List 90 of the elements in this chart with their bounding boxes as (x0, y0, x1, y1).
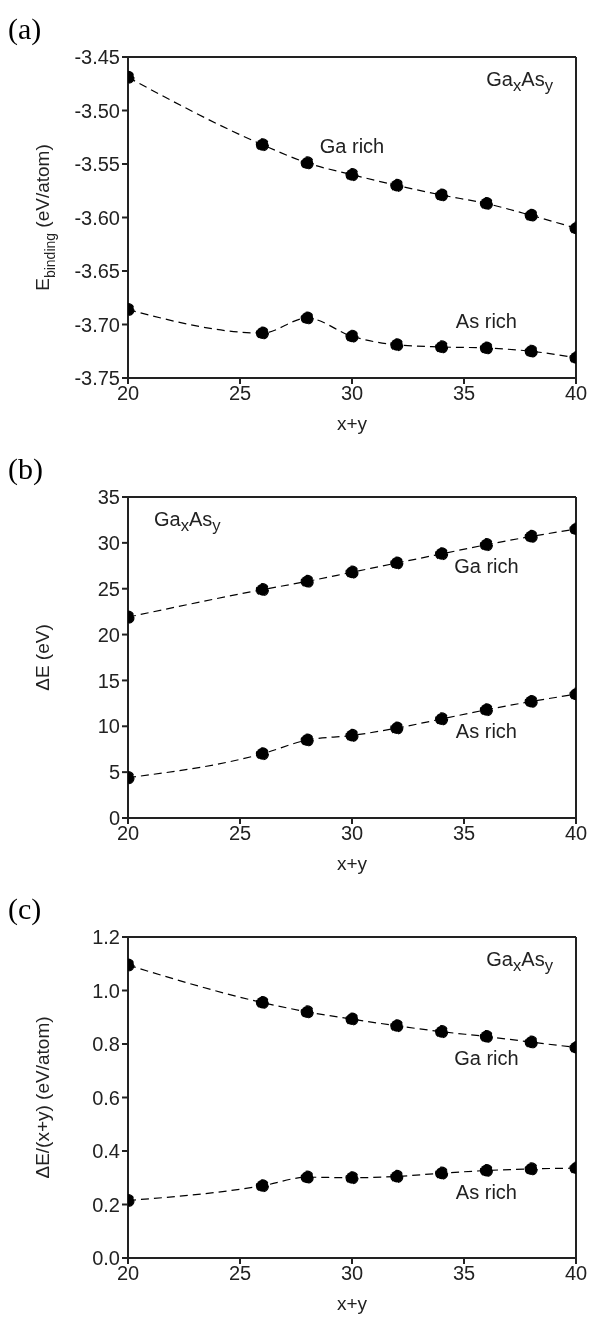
point (255, 326, 269, 340)
x-tick-label: 35 (452, 382, 476, 405)
y-tick-label: 25 (97, 577, 120, 600)
point (300, 156, 314, 170)
point (390, 721, 404, 735)
x-tick-label: 30 (340, 822, 364, 845)
point (255, 1179, 269, 1193)
x-axis-title: x+y (336, 853, 368, 874)
annotation: Ga$_{x}$As$_{y}$ (486, 68, 553, 96)
point (435, 188, 449, 202)
y-axis-title: ΔE (eV) (31, 624, 53, 691)
point (255, 747, 269, 761)
y-tick-label: -3.70 (74, 313, 120, 336)
series-label: Ga rich (454, 554, 519, 577)
annotation: Ga$_{x}$As$_{y}$ (486, 948, 553, 976)
point (479, 1163, 493, 1178)
x-tick-label: 35 (452, 1262, 476, 1285)
series-label: As rich (455, 1180, 517, 1203)
point (345, 168, 359, 182)
y-tick-label: -3.55 (74, 153, 120, 176)
point (390, 1019, 404, 1033)
point (524, 529, 538, 544)
y-tick-label: 15 (97, 669, 120, 692)
y-tick-label: 20 (97, 623, 120, 646)
x-axis-title: x+y (336, 1293, 368, 1314)
y-tick-label: 0.8 (92, 1033, 120, 1056)
series-label: As rich (455, 719, 517, 742)
point (435, 547, 449, 561)
point (345, 565, 359, 579)
point (345, 329, 359, 343)
chart-title: (c) (8, 892, 42, 926)
series-label: Ga rich (319, 134, 385, 157)
x-tick-label: 25 (228, 1262, 252, 1285)
point (390, 178, 404, 192)
x-tick-label: 40 (564, 382, 588, 405)
point (524, 344, 538, 358)
y-tick-label: 0.4 (92, 1140, 120, 1163)
chart-title: (b) (8, 452, 43, 486)
y-tick-label: -3.50 (74, 99, 120, 122)
y-tick-label: -3.60 (74, 206, 120, 229)
series-label: Ga rich (454, 1046, 519, 1069)
point (479, 538, 493, 552)
x-tick-label: 25 (228, 382, 252, 405)
x-tick-label: 40 (564, 1262, 588, 1285)
chart-title: (a) (8, 12, 42, 46)
point (479, 196, 493, 211)
y-tick-label: -3.65 (74, 260, 120, 283)
point (435, 712, 449, 726)
y-tick-label: 35 (97, 486, 120, 509)
point (524, 1162, 538, 1176)
point (435, 1025, 449, 1039)
point (524, 1035, 538, 1049)
point (300, 574, 314, 588)
y-tick-label: -3.45 (74, 46, 120, 69)
x-tick-label: 30 (340, 382, 364, 405)
point (435, 340, 449, 354)
x-tick-label: 30 (340, 1262, 364, 1285)
y-tick-label: 30 (97, 531, 120, 554)
x-tick-label: 25 (228, 822, 252, 845)
point (345, 1171, 359, 1185)
point (300, 311, 314, 325)
point (255, 995, 269, 1010)
x-tick-label: 35 (452, 822, 476, 845)
point (479, 1029, 493, 1044)
point (300, 1170, 314, 1184)
y-tick-label: 0.2 (92, 1193, 120, 1216)
point (345, 1012, 359, 1026)
point (300, 733, 314, 747)
point (390, 1169, 404, 1184)
x-axis-title: x+y (336, 413, 368, 434)
point (479, 341, 493, 355)
point (255, 583, 269, 597)
point (524, 694, 538, 709)
y-tick-label: 0.6 (92, 1086, 120, 1109)
point (390, 338, 404, 352)
y-axis-title: ΔE/(x+y) (eV/atom) (31, 1016, 53, 1179)
point (300, 1005, 314, 1019)
point (390, 556, 404, 570)
y-tick-label: 1.2 (92, 926, 120, 949)
y-tick-label: 10 (97, 715, 120, 738)
y-tick-label: 1.0 (92, 979, 120, 1002)
point (255, 138, 269, 152)
series-label: As rich (455, 310, 517, 333)
point (345, 728, 359, 743)
point (524, 208, 538, 222)
x-tick-label: 40 (564, 822, 588, 845)
point (435, 1166, 449, 1180)
point (479, 703, 493, 717)
y-tick-label: 5 (108, 761, 120, 784)
annotation: Ga$_{x}$As$_{y}$ (154, 508, 221, 536)
